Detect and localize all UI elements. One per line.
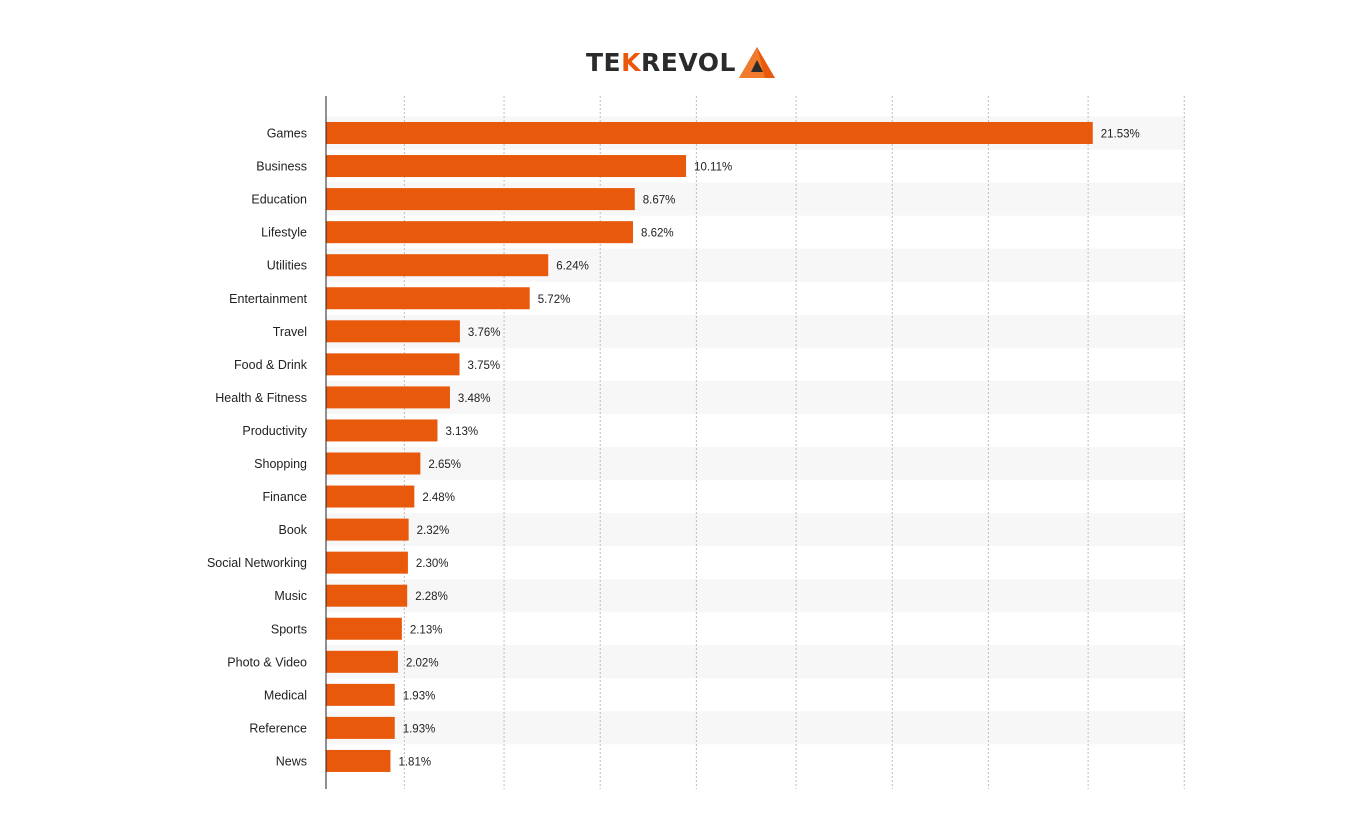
- row-band: [326, 446, 1185, 481]
- value-label: 1.81%: [398, 756, 431, 768]
- bar: [326, 551, 408, 574]
- value-label: 3.48%: [458, 393, 491, 405]
- bar: [326, 518, 409, 541]
- value-label: 8.67%: [643, 195, 676, 207]
- row-band: [326, 645, 1185, 679]
- bar: [326, 683, 395, 706]
- category-label: Medical: [264, 688, 307, 702]
- row-band: [326, 711, 1185, 745]
- bar: [326, 749, 391, 772]
- row-band: [326, 579, 1185, 613]
- category-label: Productivity: [242, 424, 307, 438]
- bar: [326, 716, 395, 739]
- bar: [326, 155, 687, 178]
- category-label: Music: [274, 589, 307, 603]
- value-label: 5.72%: [538, 294, 571, 306]
- bar: [326, 419, 438, 442]
- bar: [326, 287, 530, 310]
- category-label: Social Networking: [207, 556, 307, 570]
- category-label: Food & Drink: [234, 358, 308, 372]
- bar: [326, 353, 460, 376]
- category-label: Entertainment: [229, 292, 307, 306]
- value-label: 2.32%: [417, 525, 450, 537]
- value-label: 21.53%: [1101, 129, 1140, 141]
- bar: [326, 386, 450, 409]
- value-label: 8.62%: [641, 228, 674, 240]
- bar: [326, 617, 402, 640]
- category-label: Shopping: [254, 457, 307, 471]
- value-label: 6.24%: [556, 261, 589, 273]
- value-label: 2.48%: [422, 492, 455, 504]
- category-label: News: [276, 754, 307, 768]
- bar: [326, 221, 633, 244]
- bar: [326, 254, 549, 277]
- logo-text: TEKREVOL: [586, 47, 736, 77]
- category-label: Education: [251, 193, 307, 207]
- bar: [326, 650, 398, 673]
- category-label: Business: [256, 160, 307, 174]
- gridlines: [403, 96, 1185, 789]
- category-label: Photo & Video: [227, 655, 307, 669]
- category-label: Book: [279, 523, 308, 537]
- value-label: 3.75%: [468, 360, 501, 372]
- category-label: Reference: [249, 721, 307, 735]
- bar: [326, 320, 460, 343]
- value-label: 2.65%: [428, 459, 461, 471]
- bar: [326, 452, 421, 475]
- value-label: 3.13%: [445, 426, 478, 438]
- bar: [326, 485, 415, 508]
- bars: [326, 122, 1093, 772]
- bar: [326, 122, 1093, 144]
- category-label: Lifestyle: [261, 226, 307, 240]
- value-label: 2.13%: [410, 624, 443, 636]
- tekrevol-logo: TEKREVOL: [586, 44, 776, 80]
- value-label: 1.93%: [403, 723, 436, 735]
- value-labels: 21.53% 10.11% 8.67% 8.62% 6.24% 5.72% 3.76% 3.7…: [398, 129, 1139, 769]
- category-labels: Games Business Education Lifestyle Utilities…: [207, 127, 308, 769]
- category-label: Travel: [273, 325, 307, 339]
- value-label: 1.93%: [403, 690, 436, 702]
- value-label: 3.76%: [468, 327, 501, 339]
- row-band: [326, 513, 1185, 547]
- value-label: 2.02%: [406, 657, 439, 669]
- row-band: [326, 380, 1185, 414]
- category-label: Sports: [271, 622, 307, 636]
- row-band: [326, 314, 1185, 348]
- category-label: Finance: [263, 490, 308, 504]
- value-label: 2.28%: [415, 591, 448, 603]
- value-label: 2.30%: [416, 558, 449, 570]
- category-label: Health & Fitness: [215, 391, 307, 405]
- bar: [326, 584, 408, 607]
- logo-triangle-icon: [738, 46, 775, 78]
- value-label: 10.11%: [694, 162, 732, 174]
- bar: [326, 188, 635, 211]
- category-label: Games: [267, 127, 307, 141]
- category-label: Utilities: [267, 259, 307, 273]
